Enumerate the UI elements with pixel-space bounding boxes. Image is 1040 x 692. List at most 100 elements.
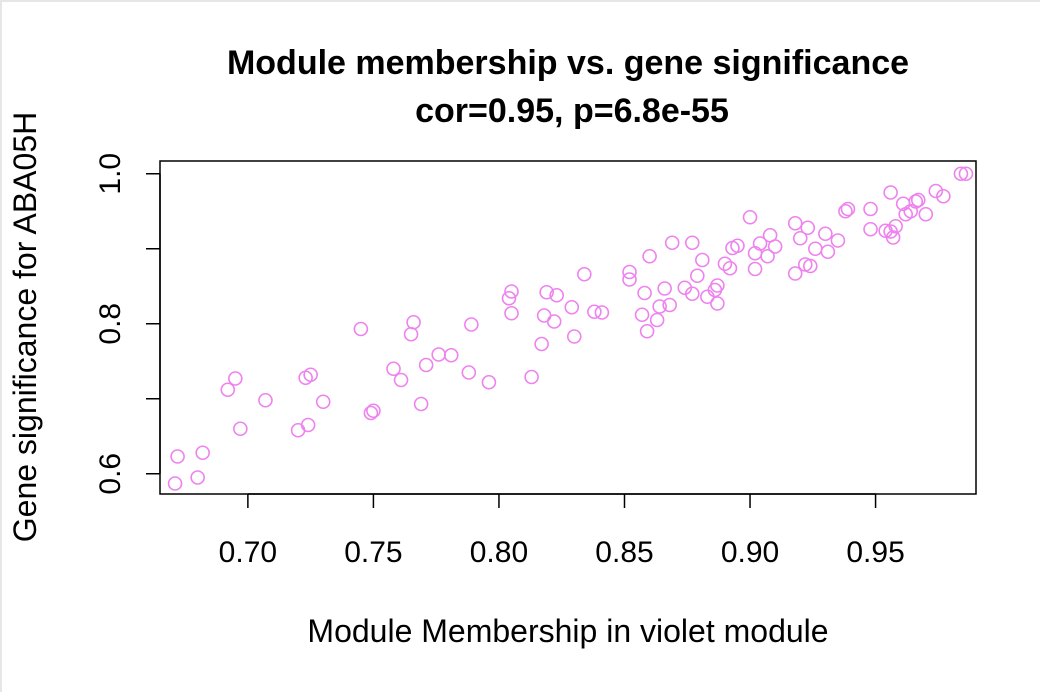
x-tick-label: 0.80 [470,536,528,569]
y-tick-label: 0.8 [94,303,127,345]
data-point [393,372,409,388]
data-point [664,235,680,251]
data-point [840,201,856,217]
data-point [742,209,758,225]
data-point [622,264,637,280]
data-point [524,369,539,385]
data-point [577,266,592,282]
data-point [730,238,745,254]
data-point [652,299,667,314]
data-point [536,308,552,323]
data-point [717,256,733,272]
data-point [363,405,379,421]
data-point [787,215,803,231]
data-point [594,305,610,320]
data-point [386,361,401,377]
data-point [564,299,580,315]
y-tick-label: 1.0 [94,153,127,195]
data-point [195,445,210,461]
data-point [953,166,969,182]
data-point [443,347,459,363]
data-point [885,230,901,245]
data-point [546,314,562,329]
data-point [910,192,926,208]
data-point [228,371,243,386]
data-point [792,230,808,246]
data-point [539,284,554,300]
data-point [808,241,823,257]
data-point [802,258,818,274]
data-point [767,239,783,254]
data-point [639,323,655,339]
data-point [710,278,725,293]
data-point [190,470,205,485]
data-point [431,347,446,362]
data-point [461,365,477,380]
data-point [684,235,700,251]
data-point [366,403,381,419]
data-point [406,314,421,330]
data-point [353,321,369,337]
data-point [752,236,768,251]
data-point [695,252,710,268]
y-axis: 0.6 0.8 1.0 [94,153,161,495]
data-point [883,185,898,200]
data-point [587,304,602,320]
data-point [170,449,185,464]
chart-title: Module membership vs. gene significance [227,44,909,82]
data-point [838,203,853,219]
data-point [649,312,665,328]
data-point [787,266,803,281]
data-points [167,166,974,491]
data-point [403,326,419,342]
data-point [863,201,878,217]
data-point [566,329,582,344]
x-axis-label: Module Membership in violet module [307,613,828,649]
data-point [820,244,836,260]
y-axis-label: Gene significance for ABA05H [7,112,43,542]
data-point [818,226,833,242]
data-point [258,392,273,408]
data-point [637,285,652,301]
x-tick-label: 0.95 [846,536,904,569]
data-point [888,218,903,234]
data-point [418,357,434,373]
data-point [657,281,672,296]
data-point [504,284,519,299]
data-point [233,421,248,437]
data-point [684,286,700,302]
data-point [220,382,236,398]
data-point [863,221,878,237]
data-point [504,305,519,321]
data-point [622,272,637,287]
data-point [290,422,306,438]
data-point [747,261,763,277]
data-point [690,268,705,284]
data-point [722,260,738,276]
data-point [413,396,429,412]
data-point [918,206,934,222]
x-tick-label: 0.85 [595,536,653,569]
data-point [928,183,944,199]
data-point [303,367,318,383]
data-point [642,248,657,264]
data-point [760,248,775,264]
data-point [167,476,183,491]
x-tick-label: 0.90 [721,536,779,569]
data-point [958,166,974,182]
data-point [315,394,331,410]
chart-subtitle: cor=0.95, p=6.8e-55 [415,92,729,130]
data-point [481,374,497,390]
data-point [534,336,549,352]
data-point [662,297,677,313]
data-point [936,188,951,204]
x-tick-label: 0.75 [344,536,402,569]
data-point [710,296,725,311]
data-point [464,317,479,332]
data-point [300,417,316,433]
data-point [830,233,846,248]
data-point [501,290,517,306]
data-point [634,307,650,323]
